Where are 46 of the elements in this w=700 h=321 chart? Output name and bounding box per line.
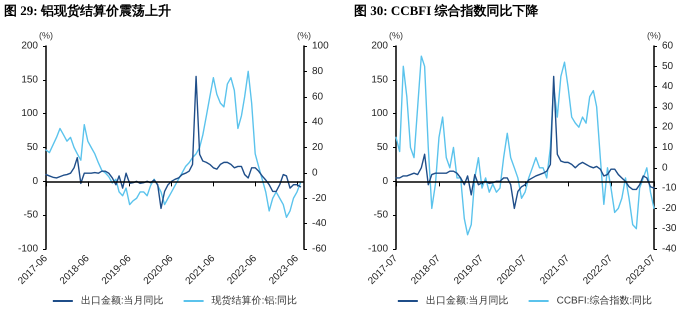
- y-tick-label: 100: [371, 108, 388, 120]
- legend-label: CCBFI:综合指数:同比: [556, 294, 652, 306]
- y2-tick-label: 80: [312, 66, 324, 77]
- y-tick-label: -100: [368, 244, 388, 254]
- chart-title: 图 30: CCBFI 综合指数同比下降: [354, 2, 539, 20]
- y2-tick-label: -30: [662, 223, 677, 234]
- y-tick-label: 200: [21, 40, 38, 52]
- legend-label: 出口金额:当月同比: [426, 294, 509, 306]
- y2-tick-label: 10: [662, 142, 674, 153]
- y2-tick-label: 30: [662, 101, 674, 112]
- y-tick-label: 50: [376, 142, 388, 153]
- y2-axis-title: (%): [647, 30, 661, 40]
- y-tick-label: -50: [24, 210, 38, 221]
- y2-tick-label: 20: [662, 122, 674, 133]
- y2-tick-label: -40: [312, 218, 327, 230]
- y-tick-label: 100: [21, 108, 38, 120]
- y2-tick-label: 60: [662, 40, 674, 52]
- y2-tick-label: 40: [662, 81, 674, 92]
- y-tick-label: -50: [374, 210, 388, 221]
- y2-tick-label: -40: [662, 244, 677, 254]
- chart-title: 图 29: 铝现货结算价震荡上升: [4, 2, 171, 20]
- y2-tick-label: 60: [312, 91, 324, 102]
- y2-tick-label: -10: [662, 182, 677, 194]
- y-axis-title: (%): [39, 30, 53, 40]
- y-tick-label: 50: [26, 142, 38, 153]
- y-tick-label: 0: [382, 176, 388, 187]
- y2-tick-label: 0: [662, 162, 668, 174]
- y2-tick-label: 20: [312, 142, 324, 153]
- y-tick-label: 200: [371, 40, 388, 52]
- y-axis-title: (%): [389, 30, 403, 40]
- legend-label: 出口金额:当月同比: [80, 294, 164, 306]
- y-tick-label: 150: [371, 74, 388, 86]
- y2-tick-label: -20: [312, 192, 327, 204]
- y2-tick-label: 40: [312, 116, 324, 128]
- y-tick-label: -100: [18, 244, 38, 254]
- line-series: [395, 55, 655, 236]
- legend-label: 现货结算价:铝:同比: [212, 294, 298, 306]
- y2-tick-label: -20: [662, 202, 677, 214]
- y2-tick-label: 100: [312, 40, 330, 52]
- y2-tick-label: -60: [312, 244, 327, 254]
- y2-tick-label: 50: [662, 60, 674, 72]
- y2-tick-label: 0: [312, 167, 318, 178]
- y-tick-label: 150: [21, 74, 38, 86]
- y2-axis-title: (%): [297, 30, 311, 40]
- y-tick-label: 0: [32, 176, 38, 187]
- line-series: [395, 76, 655, 210]
